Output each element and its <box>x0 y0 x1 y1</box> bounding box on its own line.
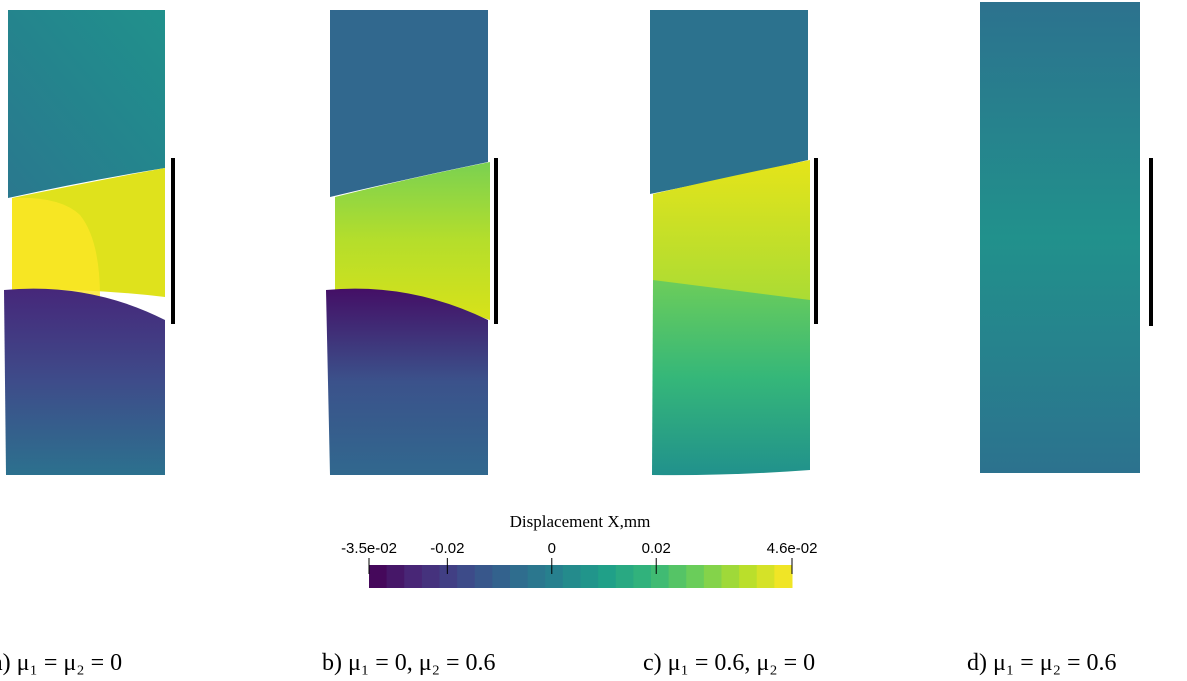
colorbar-band <box>510 565 529 588</box>
colorbar-band <box>774 565 793 588</box>
colorbar-band <box>651 565 670 588</box>
tick-label: 0.02 <box>642 540 671 557</box>
colorbar-band <box>386 565 405 588</box>
tick-label: 4.6e-02 <box>767 540 818 557</box>
panel-a <box>4 10 175 475</box>
tick-label: 0 <box>548 540 556 557</box>
colorbar-band <box>439 565 458 588</box>
caption: a) μ₁ = μ₂ = 0 <box>0 650 122 676</box>
colorbar-band <box>703 565 722 588</box>
panel-c <box>650 10 818 476</box>
caption: c) μ₁ = 0.6, μ₂ = 0 <box>643 650 815 676</box>
colorbar-band <box>527 565 546 588</box>
panel-b <box>326 10 498 475</box>
colorbar-band <box>633 565 652 588</box>
colorbar-band <box>686 565 705 588</box>
colorbar-band <box>668 565 687 588</box>
colorbar-band <box>580 565 599 588</box>
colorbar-band <box>721 565 740 588</box>
colorbar-title: Displacement X,mm <box>510 512 651 531</box>
colorbar-band <box>756 565 775 588</box>
caption: d) μ₁ = μ₂ = 0.6 <box>967 650 1117 676</box>
colorbar-band <box>615 565 634 588</box>
colorbar-band <box>739 565 758 588</box>
colorbar-band <box>474 565 493 588</box>
colorbar-band <box>562 565 581 588</box>
tick-label: -0.02 <box>430 540 464 557</box>
colorbar-band <box>598 565 617 588</box>
tick-label: -3.5e-02 <box>341 540 397 557</box>
colorbar-band <box>404 565 423 588</box>
colorbar-band <box>457 565 476 588</box>
colorbar: -3.5e-02 -0.02 0 0.02 4.6e-02 <box>341 540 817 588</box>
panel-d <box>980 2 1153 473</box>
colorbar-band <box>369 565 388 588</box>
caption: b) μ₁ = 0, μ₂ = 0.6 <box>322 650 496 676</box>
colorbar-band <box>421 565 440 588</box>
colorbar-band <box>545 565 564 588</box>
colorbar-band <box>492 565 511 588</box>
